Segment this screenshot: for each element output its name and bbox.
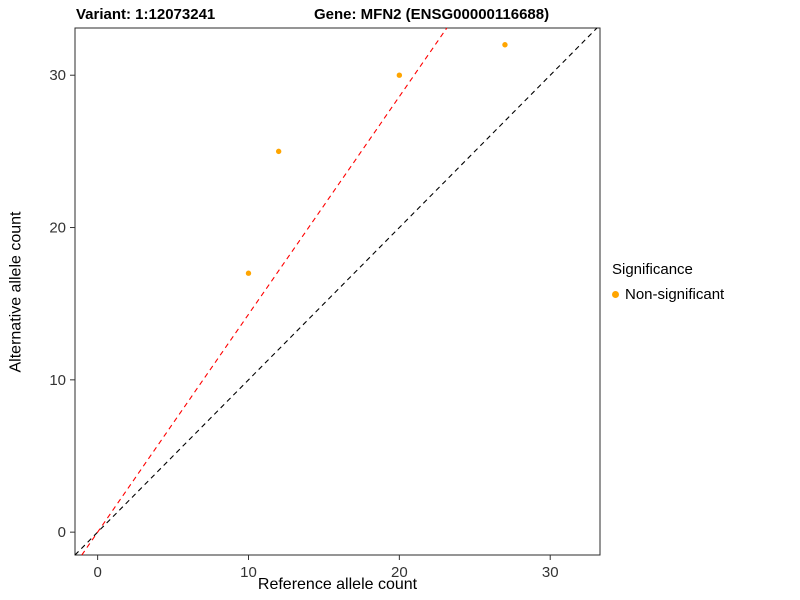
legend-entry-label: Non-significant — [625, 286, 725, 303]
data-point — [245, 270, 252, 276]
y-tick-label: 20 — [49, 220, 66, 237]
plot-panel-border — [74, 27, 601, 556]
data-point — [396, 72, 403, 78]
variant-title: Variant: 1:12073241 — [76, 6, 216, 23]
legend-point-icon — [612, 291, 619, 298]
legend-entry-non-significant: Non-significant — [612, 286, 724, 303]
data-point — [275, 148, 282, 155]
ratio-line — [81, 27, 448, 556]
x-tick-label: 10 — [240, 564, 257, 581]
gene-title: Gene: MFN2 (ENSG00000116688) — [314, 6, 550, 23]
y-tick-label: 10 — [49, 372, 66, 389]
x-axis-title: Reference allele count — [257, 576, 418, 593]
identity-line — [74, 27, 598, 556]
legend-title: Significance — [612, 261, 693, 278]
legend: Significance Non-significant — [612, 261, 724, 303]
y-axis-title: Alternative allele count — [7, 211, 25, 373]
y-tick-label: 30 — [49, 67, 66, 84]
x-tick-label: 30 — [542, 564, 559, 581]
data-point — [502, 42, 508, 48]
x-tick-label: 0 — [93, 564, 101, 581]
y-tick-label: 0 — [58, 524, 66, 541]
x-tick-label: 20 — [391, 564, 408, 581]
